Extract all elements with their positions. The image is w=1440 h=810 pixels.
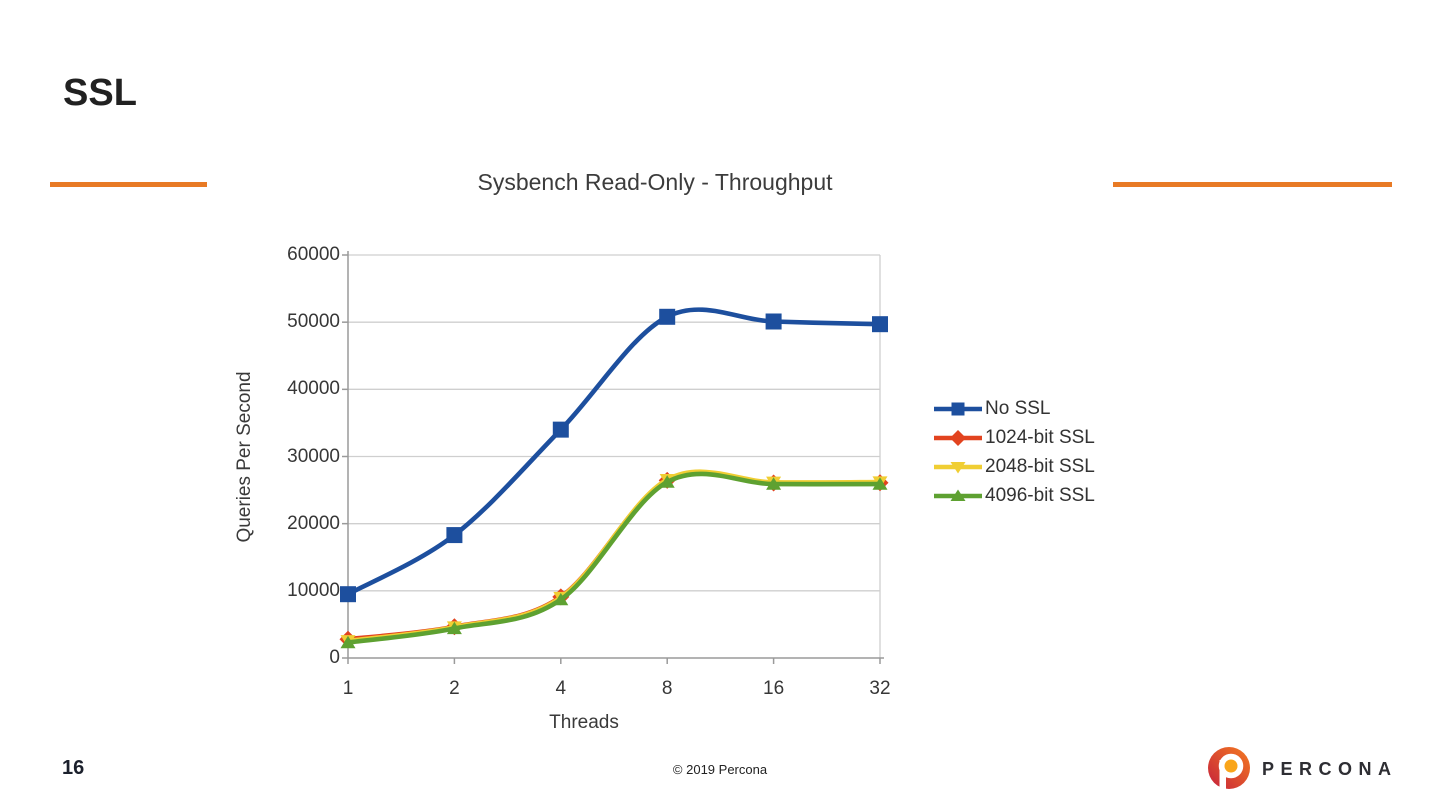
data-point-marker — [340, 586, 356, 603]
percona-logo: PERCONA — [1207, 746, 1407, 792]
slide-title: SSL — [63, 72, 137, 114]
legend-item: 1024-bit SSL — [933, 423, 1095, 452]
data-point-marker — [872, 477, 888, 490]
data-point-marker — [553, 592, 569, 606]
series-line-2048-bit-ssl — [347, 469, 881, 644]
accent-line-right — [1113, 182, 1392, 187]
legend-item: No SSL — [933, 394, 1095, 423]
y-tick-label: 20000 — [287, 512, 340, 534]
legend-marker — [950, 461, 966, 473]
x-tick-label: 1 — [342, 678, 354, 699]
data-point-marker — [446, 621, 462, 634]
x-tick-label: 32 — [869, 678, 891, 699]
legend-marker — [950, 489, 966, 501]
data-point-marker — [446, 527, 463, 544]
x-axis-title: Threads — [549, 712, 619, 733]
data-point-marker — [553, 591, 569, 605]
data-point-marker — [446, 621, 462, 635]
data-point-marker — [659, 475, 675, 488]
x-tick-label: 2 — [449, 678, 460, 699]
data-point-marker — [340, 635, 356, 649]
legend-item: 2048-bit SSL — [933, 452, 1095, 481]
series-line-1024-bit-ssl — [347, 470, 881, 642]
data-point-marker — [552, 421, 569, 438]
y-tick-label: 30000 — [287, 445, 340, 467]
y-tick-label: 60000 — [287, 244, 340, 265]
legend-marker — [950, 429, 966, 446]
y-tick-label: 10000 — [287, 579, 340, 601]
accent-line-left — [50, 182, 207, 187]
data-point-marker — [658, 471, 676, 489]
y-tick-label: 40000 — [287, 378, 340, 400]
data-point-marker — [765, 313, 782, 330]
copyright-text: © 2019 Percona — [672, 762, 768, 777]
legend-swatch — [934, 402, 982, 415]
legend-label: No SSL — [985, 397, 1051, 419]
legend-item: 4096-bit SSL — [933, 481, 1095, 510]
data-point-marker — [766, 477, 782, 490]
x-tick-label: 4 — [555, 678, 567, 699]
percona-logo-icon — [1208, 747, 1250, 789]
data-point-marker — [871, 474, 889, 492]
x-tick-label: 16 — [763, 678, 785, 699]
data-point-marker — [766, 476, 782, 490]
data-point-marker — [659, 473, 675, 487]
legend-label: 2048-bit SSL — [985, 455, 1095, 477]
legend-label: 1024-bit SSL — [985, 426, 1095, 448]
data-point-marker — [765, 474, 783, 492]
legend-swatch — [934, 461, 982, 473]
percona-logo-text: PERCONA — [1262, 759, 1398, 779]
data-point-marker — [659, 308, 676, 325]
data-point-marker — [872, 316, 888, 333]
chart-legend: No SSL 1024-bit SSL 2048-bit SSL 4096-bit S… — [933, 394, 1095, 510]
data-point-marker — [339, 630, 357, 648]
legend-swatch — [934, 489, 982, 501]
chart-title: Sysbench Read-Only - Throughput — [477, 169, 833, 195]
data-point-marker — [552, 588, 570, 606]
data-point-marker — [872, 476, 888, 489]
page-number: 16 — [62, 757, 85, 779]
y-tick-label: 50000 — [287, 311, 340, 333]
legend-label: 4096-bit SSL — [985, 484, 1095, 506]
legend-swatch — [934, 429, 982, 446]
data-point-marker — [340, 635, 356, 648]
legend-marker — [951, 402, 965, 415]
y-tick-label: 0 — [329, 647, 340, 668]
series-line-no-ssl — [346, 307, 881, 597]
data-point-marker — [445, 618, 463, 636]
series-line-4096-bit-ssl — [347, 471, 881, 645]
x-tick-label: 8 — [661, 678, 673, 699]
